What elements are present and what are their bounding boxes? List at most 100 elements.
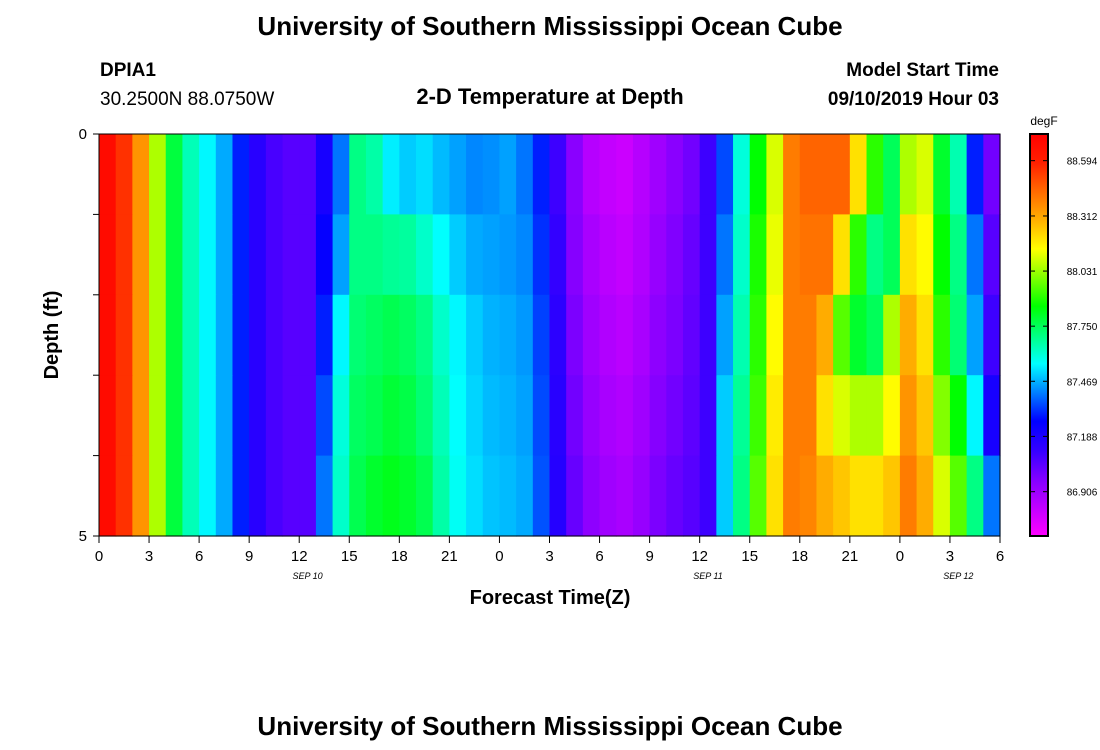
heatmap-cell — [532, 375, 551, 457]
heatmap-cell — [766, 134, 784, 215]
heatmap-cell — [833, 375, 851, 457]
heatmap-cell — [315, 455, 334, 537]
heatmap-cell — [566, 214, 584, 296]
heatmap-cell — [416, 375, 434, 457]
heatmap-cell — [983, 294, 1001, 376]
heatmap-cell — [199, 375, 217, 457]
heatmap-cell — [666, 134, 684, 215]
heatmap-cell — [899, 455, 918, 537]
heatmap-cell — [916, 134, 934, 215]
x-tick-label: 6 — [195, 548, 203, 565]
heatmap-cell — [566, 455, 584, 537]
heatmap-cell — [482, 214, 501, 296]
heatmap-cell — [499, 214, 517, 296]
heatmap-cell — [733, 214, 751, 296]
heatmap-cell — [482, 134, 501, 215]
heatmap-cell — [332, 294, 350, 376]
heatmap-cell — [766, 294, 784, 376]
heatmap-cell — [149, 214, 167, 296]
heatmap-cell — [816, 214, 834, 296]
x-tick-label: 3 — [946, 548, 954, 565]
heatmap-cell — [115, 455, 133, 537]
heatmap-cell — [549, 214, 567, 296]
x-tick-label: 18 — [791, 548, 808, 565]
heatmap-cell — [449, 455, 467, 537]
heatmap-cell — [132, 375, 150, 457]
heatmap-cell — [249, 455, 267, 537]
day-labels: SEP 10 SEP 11 SEP 12 — [292, 571, 973, 581]
heatmap-cell — [682, 214, 701, 296]
heatmap-cell — [966, 214, 984, 296]
heatmap-cell — [432, 375, 450, 457]
heatmap-cell — [566, 375, 584, 457]
heatmap-cell — [516, 134, 534, 215]
heatmap-cell — [749, 455, 768, 537]
heatmap-cell — [315, 294, 334, 376]
heatmap-cell — [883, 214, 901, 296]
heatmap-cell — [315, 375, 334, 457]
heatmap-cell — [749, 214, 768, 296]
heatmap-cell — [733, 455, 751, 537]
heatmap-cell — [232, 214, 250, 296]
x-tick-label: 12 — [291, 548, 308, 565]
heatmap-cell — [249, 214, 267, 296]
colorbar-tick-label: 86.906 — [1067, 488, 1098, 499]
colorbar-tick-label: 87.469 — [1067, 377, 1098, 388]
heatmap-cell — [349, 455, 367, 537]
heatmap-cell — [616, 455, 634, 537]
heatmap-cell — [482, 455, 501, 537]
heatmap-cell — [265, 375, 284, 457]
heatmap-cell — [249, 134, 267, 215]
x-tick-label: 21 — [441, 548, 458, 565]
colorbar-ticks: 88.594 88.312 88.031 87.750 87.469 87.188 86.9… — [1030, 157, 1098, 499]
heatmap-cell — [716, 214, 734, 296]
heatmap-cell — [983, 375, 1001, 457]
x-tick-label: 3 — [545, 548, 553, 565]
heatmap-cell — [232, 294, 250, 376]
heatmap-cell — [282, 214, 300, 296]
heatmap-cell — [349, 134, 367, 215]
heatmap-cell — [365, 214, 384, 296]
heatmap-cell — [582, 375, 601, 457]
heatmap-cell — [849, 214, 868, 296]
heatmap-cell — [99, 375, 117, 457]
colorbar-unit: degF — [1030, 114, 1057, 128]
heatmap-cell — [516, 455, 534, 537]
heatmap-cell — [199, 294, 217, 376]
heatmap-cell — [499, 294, 517, 376]
heatmap-cell — [299, 455, 317, 537]
heatmap-cell — [299, 134, 317, 215]
heatmap-cell — [699, 375, 717, 457]
heatmap-cell — [249, 375, 267, 457]
heatmap-cell — [232, 455, 250, 537]
heatmap-cell — [916, 294, 934, 376]
x-tick-label: 12 — [691, 548, 708, 565]
heatmap-cell — [549, 294, 567, 376]
heatmap-cell — [866, 134, 884, 215]
heatmap-cell — [482, 375, 501, 457]
heatmap-cell — [532, 294, 551, 376]
chart-subtitle: 2-D Temperature at Depth — [416, 84, 683, 109]
heatmap-cell — [949, 455, 968, 537]
heatmap-cell — [632, 375, 651, 457]
x-tick-label: 9 — [645, 548, 653, 565]
heatmap-cell — [549, 455, 567, 537]
heatmap-cell — [382, 455, 400, 537]
heatmap-cell — [616, 134, 634, 215]
heatmap-cell — [649, 375, 667, 457]
heatmap-cell — [599, 294, 617, 376]
heatmap-cell — [215, 214, 234, 296]
heatmap-cell — [232, 134, 250, 215]
heatmap-cell — [833, 455, 851, 537]
heatmap-cell — [582, 134, 601, 215]
heatmap-cell — [165, 134, 184, 215]
heatmap-cell — [682, 294, 701, 376]
heatmap-cell — [115, 134, 133, 215]
heatmap-cell — [716, 375, 734, 457]
heatmap-cell — [783, 455, 801, 537]
heatmap-cell — [783, 375, 801, 457]
heatmap-cell — [849, 375, 868, 457]
heatmap-cell — [149, 134, 167, 215]
x-tick-label: 18 — [391, 548, 408, 565]
